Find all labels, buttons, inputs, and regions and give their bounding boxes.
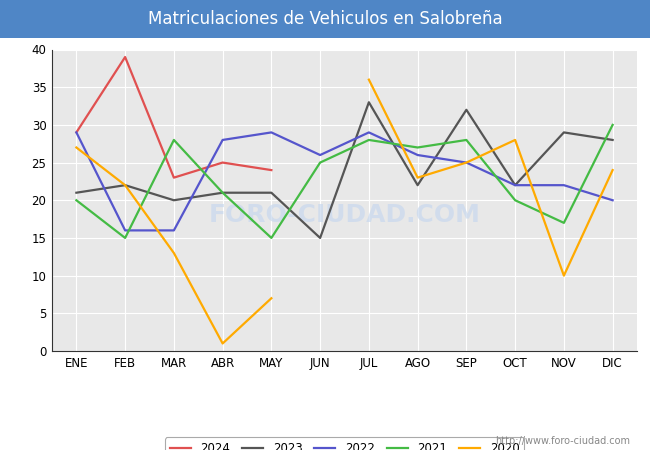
Text: http://www.foro-ciudad.com: http://www.foro-ciudad.com — [495, 436, 630, 446]
Legend: 2024, 2023, 2022, 2021, 2020: 2024, 2023, 2022, 2021, 2020 — [165, 437, 524, 450]
Text: Matriculaciones de Vehiculos en Salobreña: Matriculaciones de Vehiculos en Salobreñ… — [148, 10, 502, 28]
Text: FORO-CIUDAD.COM: FORO-CIUDAD.COM — [209, 203, 480, 227]
